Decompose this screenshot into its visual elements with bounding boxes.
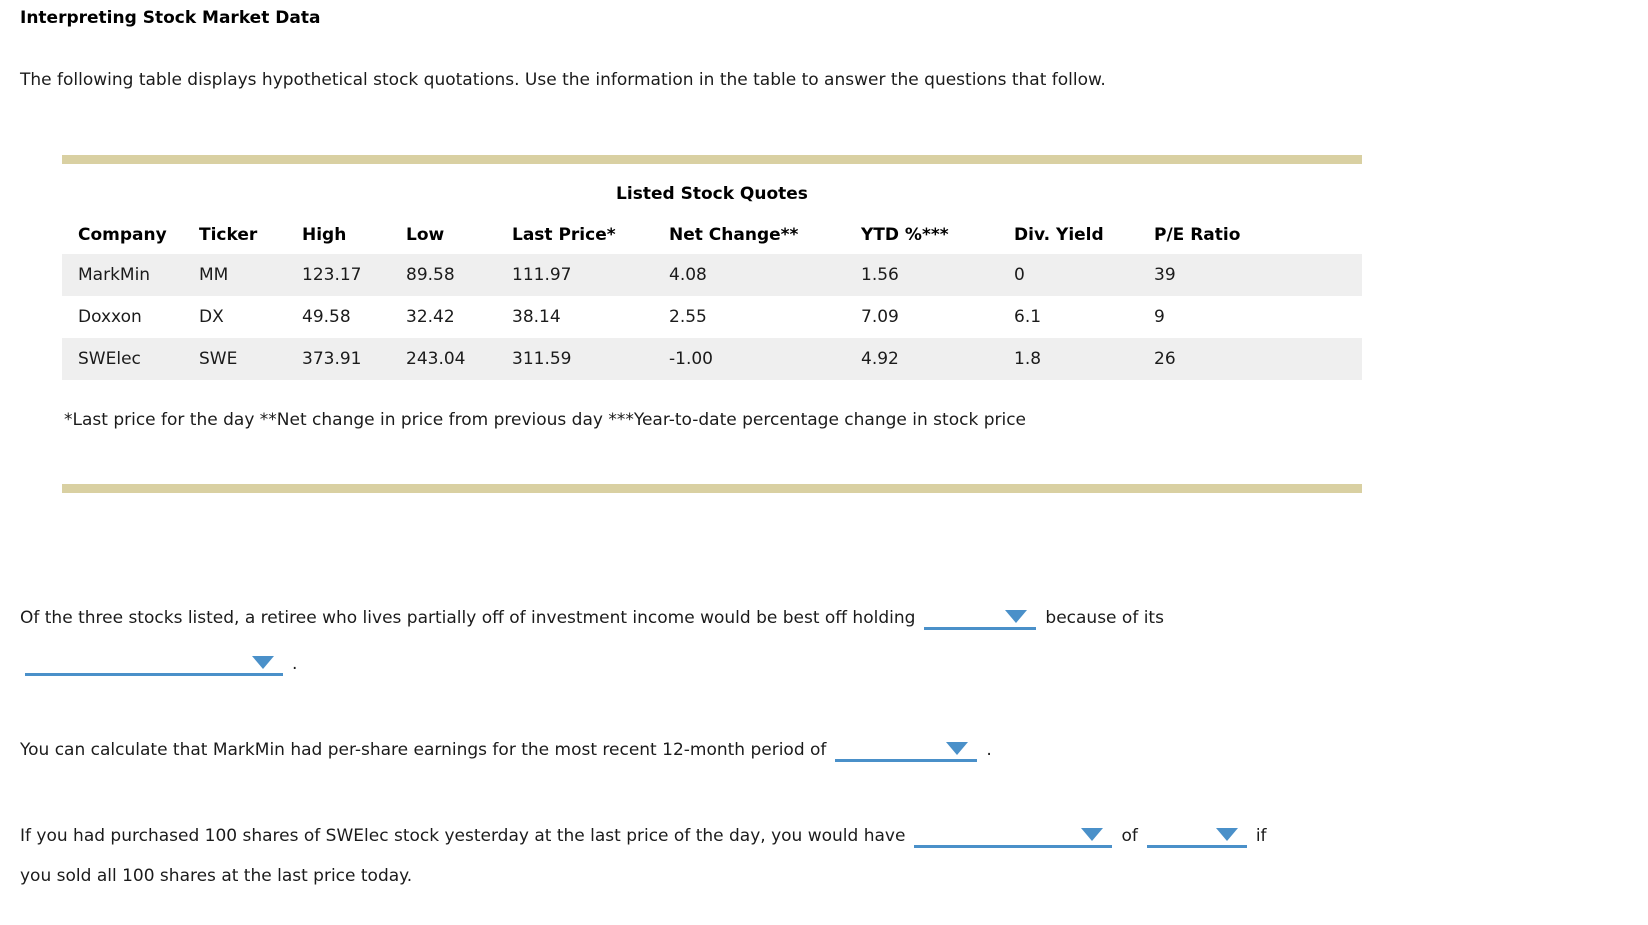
chevron-down-icon — [946, 742, 969, 755]
q1-reason-dropdown[interactable] — [25, 649, 283, 676]
col-header-ticker: Ticker — [199, 225, 258, 245]
table-row: SWElec SWE 373.91 243.04 311.59 -1.00 4.… — [62, 338, 1362, 380]
table-bottom-accent-bar — [62, 484, 1362, 493]
question-3-text: If you had purchased 100 shares of SWEle… — [20, 826, 906, 846]
chevron-down-icon — [1081, 828, 1104, 841]
cell-company: MarkMin — [78, 265, 151, 285]
table-row: Doxxon DX 49.58 32.42 38.14 2.55 7.09 6.… — [62, 296, 1362, 338]
cell-ticker: SWE — [199, 349, 238, 369]
chevron-down-icon — [1005, 610, 1028, 623]
table-top-accent-bar — [62, 155, 1362, 164]
q3-amount-dropdown[interactable] — [1146, 821, 1247, 848]
cell-net-change: 2.55 — [669, 307, 707, 327]
cell-low: 89.58 — [406, 265, 455, 285]
cell-div-yield: 0 — [1014, 265, 1025, 285]
cell-last-price: 111.97 — [512, 265, 572, 285]
cell-company: SWElec — [78, 349, 141, 369]
cell-last-price: 311.59 — [512, 349, 572, 369]
table-title: Listed Stock Quotes — [616, 184, 808, 204]
cell-pe-ratio: 9 — [1154, 307, 1165, 327]
q3-gain-loss-dropdown[interactable] — [914, 821, 1113, 848]
question-3: If you had purchased 100 shares of SWEle… — [20, 821, 1267, 888]
question-3-text-of: of — [1121, 826, 1138, 846]
cell-ticker: MM — [199, 265, 229, 285]
cell-pe-ratio: 26 — [1154, 349, 1176, 369]
question-1-text-after: because of its — [1045, 608, 1164, 628]
page-title: Interpreting Stock Market Data — [20, 8, 321, 28]
question-2: You can calculate that MarkMin had per-s… — [20, 735, 992, 762]
cell-high: 123.17 — [302, 265, 362, 285]
cell-div-yield: 6.1 — [1014, 307, 1042, 327]
col-header-pe-ratio: P/E Ratio — [1154, 225, 1241, 245]
cell-ytd-percent: 7.09 — [861, 307, 899, 327]
cell-company: Doxxon — [78, 307, 142, 327]
col-header-net-change: Net Change** — [669, 225, 799, 245]
cell-net-change: -1.00 — [669, 349, 713, 369]
cell-pe-ratio: 39 — [1154, 265, 1176, 285]
question-3-text-if: if — [1255, 826, 1267, 846]
cell-ytd-percent: 4.92 — [861, 349, 899, 369]
table-footnote: *Last price for the day **Net change in … — [64, 410, 1027, 430]
table-header-row: Company Ticker High Low Last Price* Net … — [62, 216, 1362, 254]
cell-net-change: 4.08 — [669, 265, 707, 285]
col-header-high: High — [302, 225, 347, 245]
col-header-company: Company — [78, 225, 167, 245]
col-header-low: Low — [406, 225, 445, 245]
table-row: MarkMin MM 123.17 89.58 111.97 4.08 1.56… — [62, 254, 1362, 296]
cell-high: 373.91 — [302, 349, 362, 369]
cell-low: 243.04 — [406, 349, 466, 369]
cell-ytd-percent: 1.56 — [861, 265, 899, 285]
question-1-period: . — [292, 654, 298, 674]
stock-quotes-table: Company Ticker High Low Last Price* Net … — [62, 216, 1362, 380]
cell-ticker: DX — [199, 307, 224, 327]
question-3-line2: you sold all 100 shares at the last pric… — [20, 866, 413, 886]
question-2-text: You can calculate that MarkMin had per-s… — [20, 740, 827, 760]
intro-text: The following table displays hypothetica… — [20, 70, 1106, 90]
stock-quotes-table-section: Listed Stock Quotes Company Ticker High … — [62, 155, 1362, 493]
col-header-div-yield: Div. Yield — [1014, 225, 1104, 245]
question-1: Of the three stocks listed, a retiree wh… — [20, 603, 1164, 676]
question-1-text: Of the three stocks listed, a retiree wh… — [20, 608, 916, 628]
cell-high: 49.58 — [302, 307, 351, 327]
chevron-down-icon — [1215, 828, 1238, 841]
col-header-ytd-percent: YTD %*** — [861, 225, 949, 245]
chevron-down-icon — [252, 656, 274, 669]
col-header-last-price: Last Price* — [512, 225, 616, 245]
cell-last-price: 38.14 — [512, 307, 561, 327]
cell-div-yield: 1.8 — [1014, 349, 1042, 369]
q2-eps-dropdown[interactable] — [835, 735, 978, 762]
question-2-period: . — [986, 740, 992, 760]
q1-stock-dropdown[interactable] — [924, 603, 1037, 630]
cell-low: 32.42 — [406, 307, 455, 327]
